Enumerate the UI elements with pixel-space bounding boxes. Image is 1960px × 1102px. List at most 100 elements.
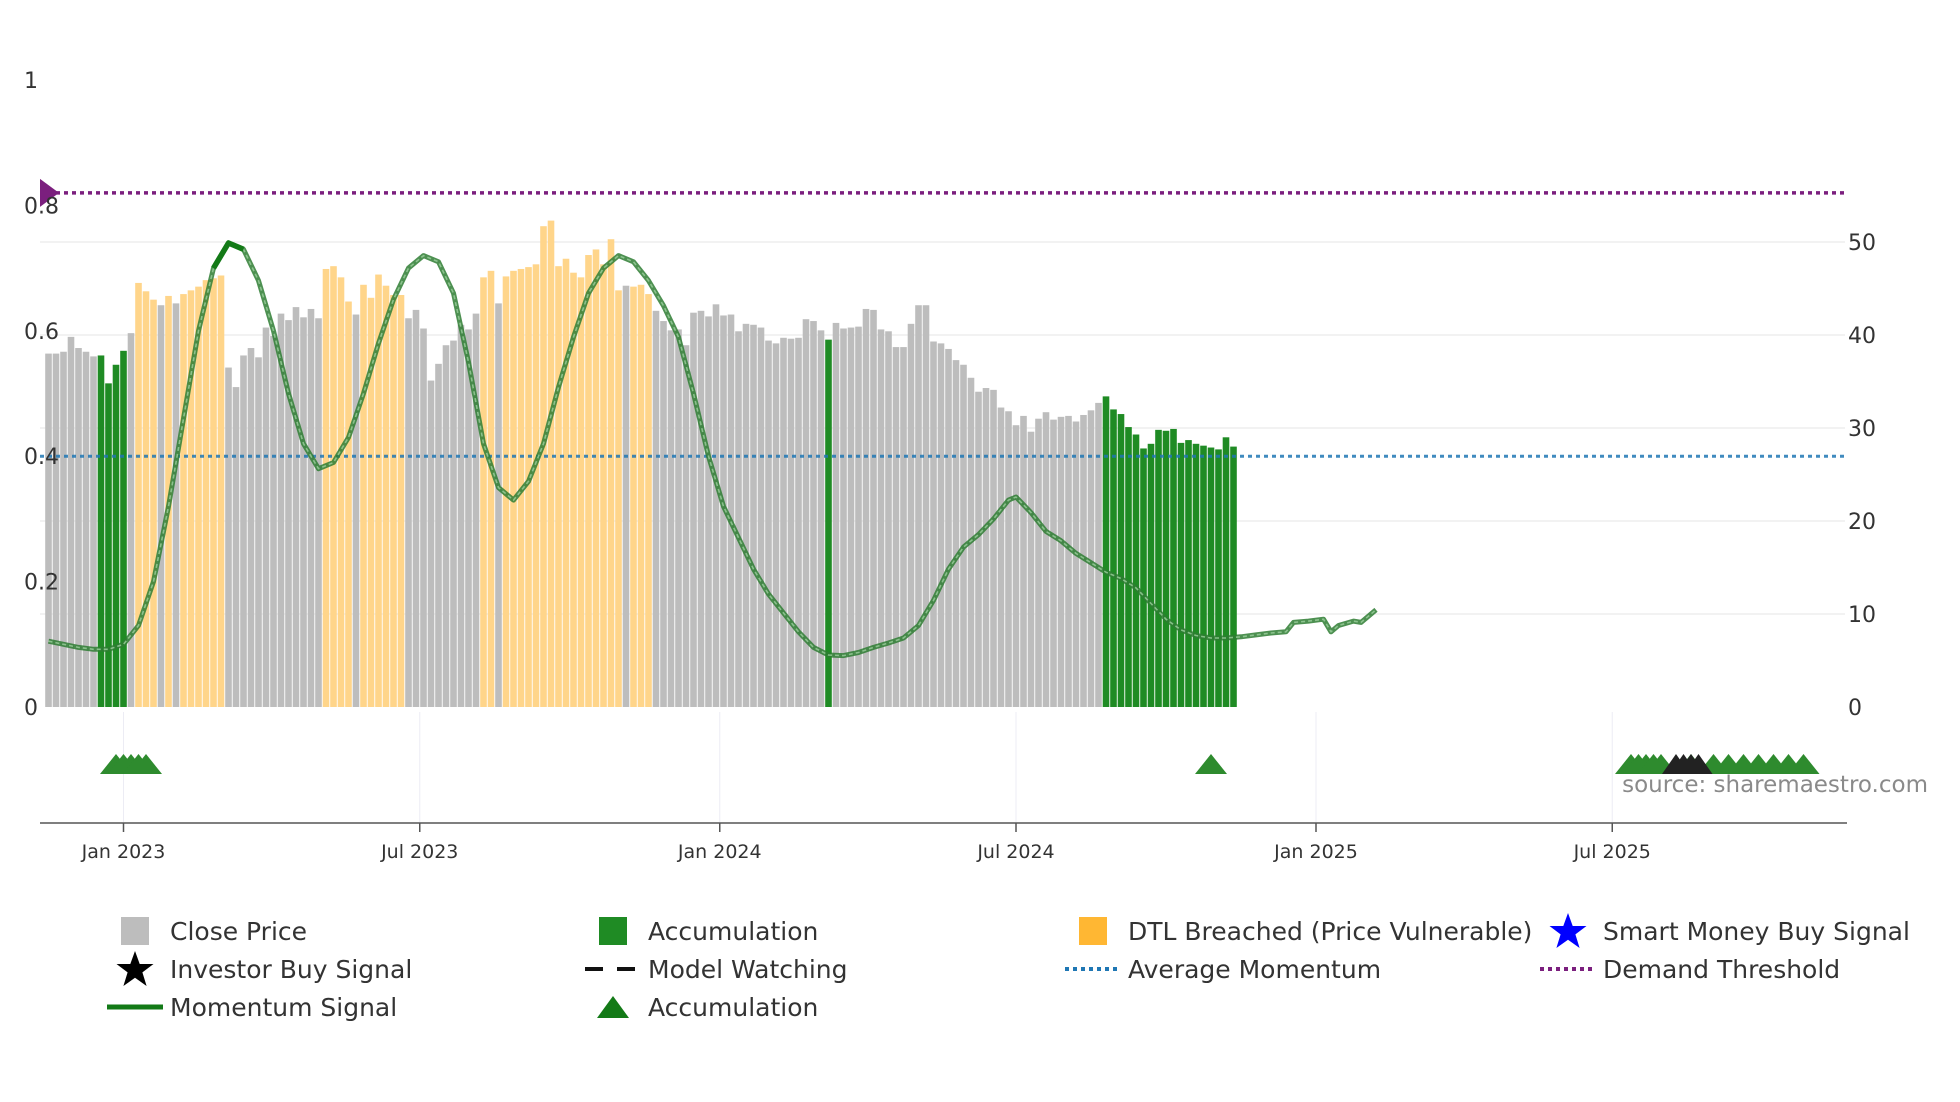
close-price-bar (727, 314, 735, 707)
close-price-bar (247, 348, 255, 707)
close-price-bar (52, 353, 60, 707)
legend-label: Close Price (170, 916, 308, 946)
close-price-bar (307, 308, 315, 707)
close-price-bar (315, 318, 322, 707)
accumulation-bar (1177, 442, 1185, 707)
accumulation-marker (130, 754, 162, 774)
legend-item-momentum: Momentum Signal (100, 988, 397, 1026)
close-price-bar (157, 305, 165, 707)
dtl-breached-bar (487, 270, 495, 707)
legend-symbol-investor-star-icon (100, 950, 170, 988)
accumulation-bar (97, 355, 105, 707)
accumulation-bar (105, 383, 112, 707)
left-axis-tick: 0.4 (24, 445, 59, 470)
close-price-bar (870, 309, 877, 707)
close-price-bar (495, 303, 502, 707)
close-price-bar (900, 347, 907, 707)
left-axis-tick: 0 (24, 696, 38, 721)
accumulation-bar (1215, 449, 1222, 707)
close-price-bar (1042, 412, 1050, 707)
dtl-breached-bar (382, 285, 390, 707)
close-price-bar (892, 347, 900, 707)
dtl-breached-bar (322, 268, 330, 707)
right-axis-tick: 50 (1848, 231, 1876, 256)
legend-label: DTL Breached (Price Vulnerable) (1128, 916, 1533, 946)
legend-item-watching: Model Watching (578, 950, 848, 988)
dtl-breached-bar (180, 294, 187, 707)
close-price-bar (712, 304, 720, 707)
legend-item-close: Close Price (100, 912, 307, 950)
legend-label: Model Watching (648, 954, 848, 984)
dtl-breached-bar (390, 295, 397, 707)
legend-symbol-dtl-icon (1058, 912, 1128, 950)
close-price-bar (457, 324, 465, 707)
left-axis-tick: 0.8 (24, 194, 59, 219)
legend-label: Investor Buy Signal (170, 954, 413, 984)
right-axis-tick: 30 (1848, 417, 1876, 442)
date-tick-label: Jul 2024 (976, 841, 1054, 863)
close-price-bar (855, 326, 862, 707)
close-price-bar (975, 391, 982, 707)
close-price-bar (232, 387, 240, 707)
dtl-breached-bar (645, 294, 652, 707)
legend-symbol-average-icon (1058, 950, 1128, 988)
close-price-bar (1095, 402, 1102, 707)
dtl-breached-bar (570, 272, 577, 707)
close-price-bar (990, 389, 997, 707)
dtl-breached-bar (525, 267, 532, 707)
close-price-bar (802, 319, 810, 707)
investor-buy-marker (1684, 754, 1713, 774)
demand-threshold-marker (40, 178, 59, 207)
close-price-bar (960, 364, 967, 707)
close-price-bar (682, 345, 690, 707)
accumulation-bar (1110, 409, 1117, 707)
left-axis-tick: 0.6 (24, 320, 59, 345)
accumulation-bar (1192, 443, 1200, 707)
close-price-bar (1020, 415, 1027, 707)
close-price-bar (172, 303, 180, 707)
legend-label: Smart Money Buy Signal (1603, 916, 1910, 946)
close-price-bar (765, 340, 772, 707)
accumulation-bar (1185, 440, 1192, 707)
close-price-bar (435, 363, 442, 707)
dtl-breached-bar (540, 226, 547, 707)
close-price-bar (262, 327, 270, 707)
dtl-breached-bar (135, 282, 142, 707)
accumulation-bar (1230, 446, 1237, 707)
accumulation-bar (1140, 448, 1147, 707)
close-price-bar (697, 310, 705, 707)
legend: Close Price Accumulation DTL Breached (Pri… (0, 912, 1960, 1062)
legend-symbol-accumulation-bar-icon (578, 912, 648, 950)
legend-symbol-close-icon (100, 912, 170, 950)
dtl-breached-bar (637, 284, 645, 707)
right-axis-tick: 10 (1848, 603, 1876, 628)
close-price-bar (742, 323, 750, 707)
dtl-breached-bar (187, 290, 195, 707)
close-price-bar (937, 343, 945, 707)
close-price-bar (907, 323, 915, 707)
price-bars (45, 220, 1237, 708)
date-tick-label: Jan 2025 (1273, 841, 1358, 863)
close-price-bar (652, 310, 660, 707)
legend-item-investor: Investor Buy Signal (100, 950, 412, 988)
close-price-bar (1057, 416, 1065, 707)
close-price-bar (847, 327, 855, 707)
close-price-bar (757, 327, 765, 707)
close-price-bar (1035, 418, 1042, 707)
dtl-breached-bar (345, 301, 352, 707)
close-price-bar (60, 351, 67, 707)
close-price-bar (885, 331, 892, 707)
dtl-breached-bar (510, 270, 517, 707)
close-price-bar (405, 318, 412, 707)
legend-item-dtl: DTL Breached (Price Vulnerable) (1058, 912, 1532, 950)
close-price-bar (1087, 410, 1095, 707)
dtl-breached-bar (630, 286, 637, 707)
date-tick-label: Jul 2025 (1573, 841, 1651, 863)
momentum-line-strong (211, 240, 245, 270)
close-price-bar (705, 316, 712, 707)
legend-symbol-threshold-icon (1533, 950, 1603, 988)
dtl-breached-bar (480, 277, 487, 707)
close-price-bar (660, 321, 667, 707)
